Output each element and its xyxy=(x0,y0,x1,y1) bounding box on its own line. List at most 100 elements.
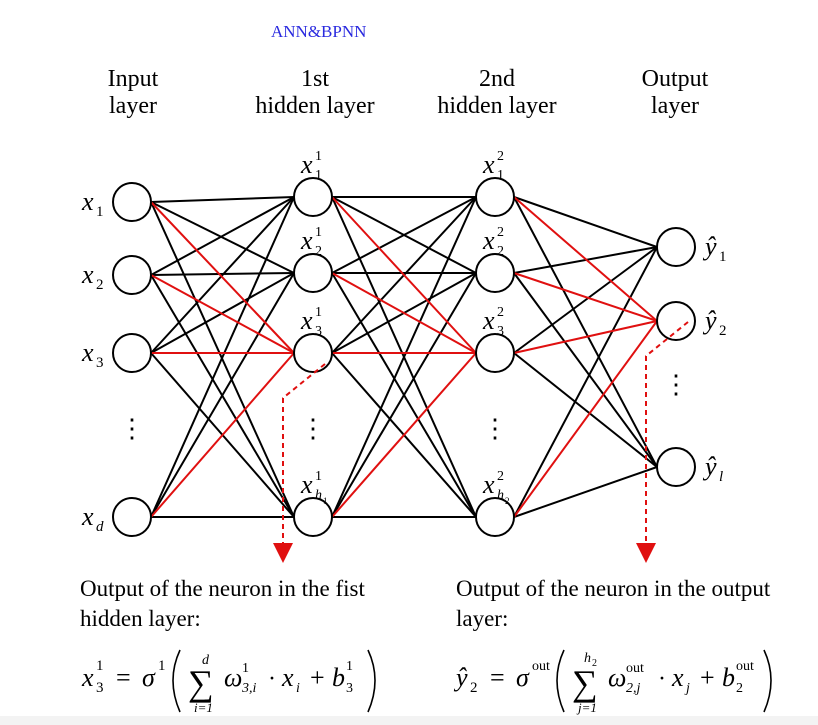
input-layer-header: Input layer xyxy=(88,66,178,120)
fr-sum-bottom: j=1 xyxy=(576,700,597,715)
hidden2-label-1: x xyxy=(482,150,495,179)
input-hidden1-edge xyxy=(150,272,295,518)
connection-edges xyxy=(150,196,658,518)
input-label-4-sub: d xyxy=(96,519,104,535)
fl-lhs-sup: 1 xyxy=(96,658,104,674)
hidden2-neuron-2 xyxy=(475,253,515,293)
hidden1-neuron-1 xyxy=(293,177,333,217)
output-label-2: ŷ xyxy=(702,306,717,335)
fr-plus: + xyxy=(700,663,715,692)
fr-sum: ∑ xyxy=(572,663,598,703)
input-label-3: x xyxy=(81,338,94,367)
input-hidden1-edge xyxy=(150,196,295,203)
output-neuron-3 xyxy=(656,447,696,487)
input-hidden1-edge xyxy=(150,196,295,276)
hidden1-label-4: x xyxy=(300,470,313,499)
hidden2-layer-line1: 2nd xyxy=(479,66,515,92)
input-neuron-4 xyxy=(112,497,152,537)
input-label-4: x xyxy=(81,502,94,531)
right-caption: Output of the neuron in the output layer… xyxy=(456,574,770,634)
input-layer-line2: layer xyxy=(109,93,157,119)
fl-plus: + xyxy=(310,663,325,692)
fr-sigma-sup: out xyxy=(532,659,550,674)
hidden1-label-3-sup: 1 xyxy=(315,305,322,320)
output-layer-line2: layer xyxy=(651,93,699,119)
fl-sum-bottom: i=1 xyxy=(194,700,213,715)
output-label-3: ŷ xyxy=(702,452,717,481)
diagram-title: ANN&BPNN xyxy=(271,22,367,41)
neuron-labels: x 1x 2x 3x dx 11x 12x 13x 1h 1x 21x 22x 23x 2h 2ŷ 1ŷ 2ŷ l xyxy=(81,149,727,535)
hidden1-label-4-sup: 1 xyxy=(315,469,322,484)
hidden2-output-edge xyxy=(513,352,658,468)
fr-w-sup: out xyxy=(626,661,644,676)
hidden2-output-edge-highlighted xyxy=(513,320,658,354)
fl-paren-left xyxy=(172,649,181,713)
hidden2-label-2-sub: 2 xyxy=(497,244,504,259)
hidden1-neuron-3 xyxy=(293,333,333,373)
left-caption-line2: hidden layer: xyxy=(80,606,201,631)
output-label-1: ŷ xyxy=(702,232,717,261)
fr-x: x xyxy=(671,663,684,692)
hidden2-neuron-4 xyxy=(475,497,515,537)
hidden1-label-1: x xyxy=(300,150,313,179)
fl-paren-right xyxy=(367,649,376,713)
right-caption-line2: layer: xyxy=(456,606,509,631)
hidden2-label-4-sub: h xyxy=(497,488,504,503)
hidden1-hidden2-edge xyxy=(331,196,477,518)
hidden2-label-3-sup: 2 xyxy=(497,305,504,320)
input-hidden1-edge-highlighted xyxy=(150,201,295,354)
hidden1-neuron-4 xyxy=(293,497,333,537)
fr-paren-left xyxy=(556,649,565,713)
input-neuron-1 xyxy=(112,182,152,222)
input-layer-line1: Input xyxy=(107,66,159,92)
left-caption-line1: Output of the neuron in the fist xyxy=(80,576,365,601)
hidden2-neuron-3 xyxy=(475,333,515,373)
fr-dot: · xyxy=(658,666,666,692)
hidden-neuron-arrow xyxy=(273,363,326,563)
hidden1-label-3: x xyxy=(300,306,313,335)
input-hidden1-edge xyxy=(150,196,295,354)
output-neuron-2 xyxy=(656,301,696,341)
hidden1-label-2: x xyxy=(300,226,313,255)
hidden2-label-1-sub: 1 xyxy=(497,168,504,183)
hidden2-label-4-subsub: 2 xyxy=(505,496,510,506)
hidden1-layer-header: 1st hidden layer xyxy=(240,66,390,120)
fl-omega: ω xyxy=(224,663,242,692)
hidden1-label-2-sup: 1 xyxy=(315,225,322,240)
input-neuron-3 xyxy=(112,333,152,373)
input-hidden1-edge xyxy=(150,196,295,518)
input-neuron-2 xyxy=(112,255,152,295)
fl-x-sub: i xyxy=(296,681,300,696)
fl-w-sub: 3,i xyxy=(241,681,257,696)
output-label-2-sub: 2 xyxy=(719,323,727,339)
output-arrows xyxy=(273,321,689,563)
hidden1-layer-line2: hidden layer xyxy=(255,93,375,119)
formula-output-neuron: ŷ 2 = σ out h 2 ∑ j=1 ω out 2,j · x j + … xyxy=(453,649,772,715)
fl-b: b xyxy=(332,663,345,692)
hidden2-output-edge xyxy=(513,246,658,518)
hidden2-label-2-sup: 2 xyxy=(497,225,504,240)
fr-sigma: σ xyxy=(516,663,530,692)
fr-b-sup: out xyxy=(736,659,754,674)
hidden1-label-4-sub: h xyxy=(315,488,322,503)
fl-equals: = xyxy=(116,663,131,692)
fr-paren-right xyxy=(763,649,772,713)
fr-sum-top-sub: 2 xyxy=(592,658,597,669)
hidden1-hidden2-edge-highlighted xyxy=(331,196,477,354)
hidden1-hidden2-edge xyxy=(331,272,477,518)
hidden1-label-2-sub: 2 xyxy=(315,244,322,259)
fl-lhs-sub: 3 xyxy=(96,680,104,696)
ellipsis-3: ⋮ xyxy=(482,414,508,443)
hidden2-layer-header: 2nd hidden layer xyxy=(422,66,572,120)
ellipsis-1: ⋮ xyxy=(119,414,145,443)
right-caption-line1: Output of the neuron in the output xyxy=(456,576,771,601)
input-hidden1-edge-highlighted xyxy=(150,352,295,518)
fr-x-sub: j xyxy=(684,681,690,696)
hidden2-label-4: x xyxy=(482,470,495,499)
formula-hidden-neuron: x 1 3 = σ 1 d ∑ i=1 ω 1 3,i · x i + b 1 … xyxy=(81,649,376,715)
hidden2-label-3-sub: 3 xyxy=(497,324,504,339)
fl-lhs-base: x xyxy=(81,663,94,692)
hidden2-output-edge xyxy=(513,246,658,354)
input-hidden1-edge xyxy=(150,201,295,518)
hidden2-output-edge xyxy=(513,196,658,468)
